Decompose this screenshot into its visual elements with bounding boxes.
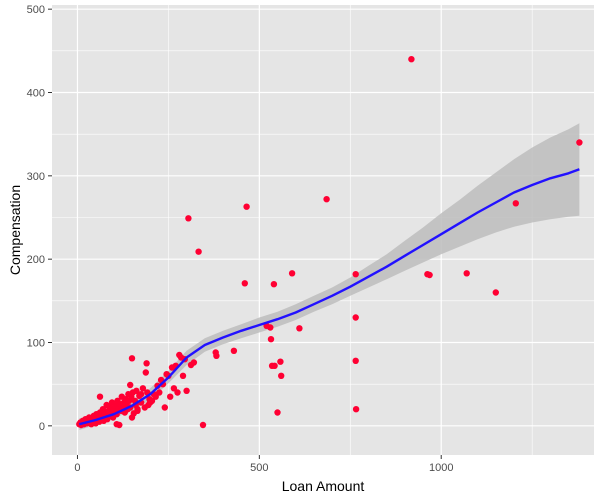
data-point	[148, 397, 156, 404]
data-point	[190, 359, 198, 366]
data-point	[463, 270, 470, 277]
data-point	[167, 393, 174, 400]
data-point	[352, 271, 359, 278]
data-point	[492, 289, 499, 296]
data-point	[512, 200, 519, 207]
y-tick-label: 500	[27, 4, 45, 16]
data-point	[133, 387, 140, 394]
data-point	[576, 139, 583, 146]
y-axis-title: Compensation	[7, 185, 23, 275]
data-point	[134, 407, 141, 414]
confidence-band-layer	[79, 123, 580, 431]
data-point	[408, 56, 415, 63]
data-point	[152, 393, 159, 400]
data-point	[113, 421, 120, 428]
data-point	[170, 385, 178, 392]
data-point	[323, 196, 330, 203]
data-point	[426, 271, 433, 279]
data-point	[288, 270, 296, 277]
smooth-line-layer	[79, 168, 580, 426]
data-point	[270, 281, 278, 288]
data-point	[296, 325, 303, 332]
data-point	[352, 357, 359, 364]
data-point	[352, 406, 360, 413]
x-tick-label: 0	[74, 462, 80, 474]
smooth-line	[79, 168, 580, 426]
data-point	[161, 404, 168, 411]
data-point	[267, 336, 275, 343]
data-point	[143, 360, 150, 367]
data-point	[213, 352, 220, 359]
confidence-band	[79, 123, 580, 431]
data-point	[174, 389, 181, 396]
data-point	[278, 372, 285, 379]
y-tick-label: 200	[27, 254, 45, 266]
y-tick-label: 100	[27, 338, 45, 350]
y-tick-label: 0	[39, 421, 45, 433]
data-point	[128, 355, 136, 362]
data-point	[137, 391, 145, 398]
x-axis-title: Loan Amount	[282, 478, 365, 494]
data-point	[267, 324, 274, 331]
data-point	[241, 280, 248, 287]
data-point	[179, 372, 187, 379]
data-point	[183, 387, 190, 394]
axes: 0 500 1000 0 100 200 300 400 500	[27, 4, 454, 474]
data-point	[156, 389, 163, 396]
data-point	[142, 369, 149, 376]
y-tick-label: 400	[27, 88, 45, 100]
data-point	[243, 203, 250, 210]
data-point	[199, 421, 207, 429]
data-point	[230, 347, 238, 354]
plot-panel	[52, 5, 594, 455]
y-tick-label: 300	[27, 171, 45, 183]
x-tick-label: 1000	[429, 462, 453, 474]
grid-lines	[52, 5, 594, 455]
data-point	[277, 358, 284, 365]
data-point	[127, 381, 134, 389]
data-point	[96, 393, 104, 400]
data-point	[274, 409, 281, 416]
x-tick-label: 500	[250, 462, 268, 474]
data-point	[139, 385, 147, 392]
data-point	[271, 362, 278, 369]
data-point	[352, 314, 359, 321]
data-point	[185, 215, 192, 222]
data-point	[195, 248, 202, 255]
